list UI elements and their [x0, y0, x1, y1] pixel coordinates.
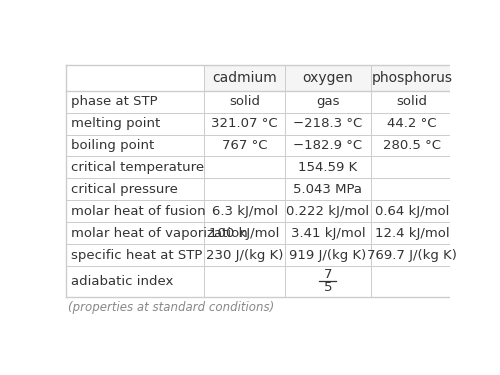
Bar [204, 65, 286, 91]
Text: molar heat of fusion: molar heat of fusion [72, 205, 206, 218]
Text: specific heat at STP: specific heat at STP [72, 249, 203, 262]
Text: 0.222 kJ/mol: 0.222 kJ/mol [286, 205, 370, 218]
Text: −182.9 °C: −182.9 °C [294, 139, 362, 152]
Text: critical temperature: critical temperature [72, 161, 204, 174]
Text: 230 J/(kg K): 230 J/(kg K) [206, 249, 284, 262]
Text: 769.7 J/(kg K): 769.7 J/(kg K) [368, 249, 457, 262]
Text: 5: 5 [324, 281, 332, 294]
Text: 6.3 kJ/mol: 6.3 kJ/mol [212, 205, 278, 218]
Text: 767 °C: 767 °C [222, 139, 268, 152]
Text: 919 J/(kg K): 919 J/(kg K) [290, 249, 366, 262]
Text: solid: solid [229, 95, 260, 108]
Text: oxygen: oxygen [302, 71, 354, 85]
Text: melting point: melting point [72, 117, 160, 130]
Text: boiling point: boiling point [72, 139, 154, 152]
Text: 44.2 °C: 44.2 °C [388, 117, 437, 130]
Text: phase at STP: phase at STP [72, 95, 158, 108]
Text: critical pressure: critical pressure [72, 183, 178, 196]
Text: 0.64 kJ/mol: 0.64 kJ/mol [375, 205, 450, 218]
Text: 7: 7 [324, 268, 332, 282]
Text: 3.41 kJ/mol: 3.41 kJ/mol [290, 227, 365, 240]
Text: 100 kJ/mol: 100 kJ/mol [210, 227, 280, 240]
Text: −218.3 °C: −218.3 °C [294, 117, 362, 130]
Text: molar heat of vaporization: molar heat of vaporization [72, 227, 248, 240]
Bar [286, 65, 370, 91]
Text: 280.5 °C: 280.5 °C [383, 139, 441, 152]
Text: phosphorus: phosphorus [372, 71, 452, 85]
Text: 321.07 °C: 321.07 °C [212, 117, 278, 130]
Text: gas: gas [316, 95, 340, 108]
Text: 154.59 K: 154.59 K [298, 161, 358, 174]
Bar [370, 65, 454, 91]
Text: cadmium: cadmium [212, 71, 277, 85]
Text: (properties at standard conditions): (properties at standard conditions) [68, 301, 274, 314]
Text: 5.043 MPa: 5.043 MPa [294, 183, 362, 196]
Text: solid: solid [396, 95, 428, 108]
Text: adiabatic index: adiabatic index [72, 275, 174, 288]
Text: 12.4 kJ/mol: 12.4 kJ/mol [375, 227, 450, 240]
